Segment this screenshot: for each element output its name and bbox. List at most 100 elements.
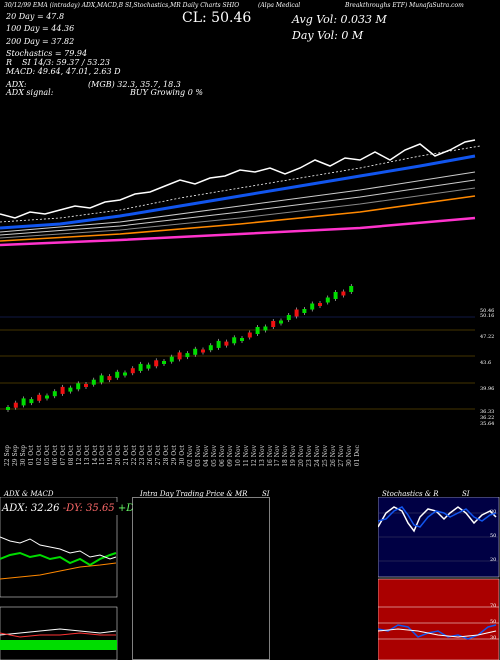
adx-macd-panel <box>0 497 118 660</box>
header-right: (Alpa Medical <box>258 2 301 9</box>
candle <box>302 309 307 313</box>
candle <box>146 364 151 369</box>
stoch-panel-title: Stochastics & R <box>382 490 439 498</box>
date-tick: 12 Oct <box>75 445 83 466</box>
candle <box>29 399 34 404</box>
date-tick: 09 Nov <box>226 445 234 467</box>
intraday-panel <box>132 497 270 660</box>
candle <box>21 398 26 406</box>
candle <box>162 361 166 364</box>
date-tick: 23 Oct <box>139 445 147 466</box>
date-tick: 02 Nov <box>186 445 194 467</box>
candle <box>13 402 18 408</box>
avg-volume: Avg Vol: 0.033 M <box>292 13 387 26</box>
candle <box>247 332 252 338</box>
candle <box>271 321 276 327</box>
header-right2: Breakthroughs ETF) MunafaSutra.com <box>345 2 464 9</box>
candle <box>107 376 112 381</box>
stoch-level-20: 20 <box>490 557 497 563</box>
date-tick: 25 Nov <box>322 445 330 467</box>
date-tick: 03 Nov <box>194 445 202 467</box>
date-tick: 30 Oct <box>179 445 186 466</box>
stoch-rsi-panel <box>378 497 500 660</box>
ema-dashed <box>0 145 481 223</box>
date-tick: 22 Sep <box>4 445 11 467</box>
date-tick: 05 Nov <box>210 445 218 467</box>
rsi-level-70: 70 <box>490 603 497 609</box>
adx-label: ADX: <box>6 80 27 89</box>
date-tick: 12 Nov <box>250 445 258 467</box>
date-tick: 18 Nov <box>282 445 290 467</box>
date-tick: 19 Nov <box>290 445 298 467</box>
candle <box>91 379 96 385</box>
date-tick: 05 Oct <box>43 445 51 466</box>
candle <box>224 341 229 346</box>
date-tick: 27 Oct <box>155 445 163 466</box>
si-panel-title: SI <box>262 490 270 498</box>
si2-panel-title: SI <box>462 490 470 498</box>
ema-white-thin-2 <box>0 179 476 236</box>
date-tick: 15 Oct <box>99 445 107 466</box>
day-volume: Day Vol: 0 M <box>292 29 364 42</box>
candle <box>76 383 81 390</box>
candle <box>263 326 268 331</box>
date-tick: 29 Oct <box>171 445 179 466</box>
candle <box>177 352 182 360</box>
rsi-level-50: 50 <box>490 619 497 625</box>
stoch-level-50: 50 <box>490 533 497 539</box>
adx-signal-value: BUY Growing 0 % <box>130 88 203 97</box>
price-tick: 50.46 <box>480 308 495 314</box>
date-tick: 30 Sep <box>19 445 27 467</box>
date-tick: 07 Oct <box>59 445 67 466</box>
candle <box>154 360 159 367</box>
candle <box>240 338 244 341</box>
price-tick: 50.16 <box>480 313 495 319</box>
candle <box>286 315 291 320</box>
candle <box>6 407 10 410</box>
date-tick: 19 Oct <box>107 445 115 466</box>
candle <box>325 297 330 303</box>
adx-value: (MGB) 32.3, 35.7, 18.3 <box>88 80 181 89</box>
candle <box>130 368 135 374</box>
date-tick: 22 Oct <box>131 445 139 466</box>
candle <box>349 286 354 292</box>
candle <box>318 303 322 306</box>
date-tick: 06 Oct <box>51 445 59 466</box>
candle <box>255 327 260 334</box>
price-line-white <box>0 139 476 219</box>
intraday-panel-title: Intra Day Trading Price & MR <box>140 490 248 498</box>
macd-label: MACD: 49.64, 47.01, 2.63 D <box>6 67 121 76</box>
date-tick: 30 Nov <box>346 445 354 467</box>
candle <box>232 337 237 344</box>
ema100-line <box>0 195 476 242</box>
date-tick: 16 Nov <box>266 445 274 467</box>
date-tick: 20 Oct <box>115 445 123 466</box>
date-tick: 14 Oct <box>91 445 99 466</box>
date-tick: 20 Nov <box>298 445 306 467</box>
stoch-level-80: 80 <box>490 509 497 515</box>
date-tick: 23 Nov <box>306 445 314 467</box>
date-tick: 01 Dec <box>354 445 361 467</box>
date-tick: 17 Nov <box>274 445 282 467</box>
main-chart <box>0 139 481 412</box>
candle <box>310 303 315 310</box>
ema-white-thin-1 <box>0 171 476 233</box>
date-tick: 21 Oct <box>123 445 131 466</box>
price-tick: 36.22 <box>480 415 495 421</box>
price-tick: 43.6 <box>480 360 492 366</box>
stochastics-label: Stochastics = 79.94 <box>6 49 88 58</box>
price-tick: 36.33 <box>480 409 495 415</box>
candle <box>208 345 213 351</box>
date-tick: 24 Nov <box>314 445 322 467</box>
adx-panel-title: ADX & MACD <box>4 490 54 498</box>
date-tick: 29 Sep <box>11 445 19 467</box>
candle <box>99 375 104 383</box>
close-price: CL: 50.46 <box>182 10 252 26</box>
ema200-label: 200 Day = 37.82 <box>6 37 75 46</box>
header-left: 30/12/99 EMA (intraday) ADX,MACD,B <box>4 2 124 9</box>
ema20-label: 20 Day = 47.8 <box>6 12 65 21</box>
candle <box>333 292 338 299</box>
ema100-label: 100 Day = 44.36 <box>6 24 75 33</box>
rsi-level-30: 30 <box>490 635 497 641</box>
ema20-line <box>0 154 476 230</box>
